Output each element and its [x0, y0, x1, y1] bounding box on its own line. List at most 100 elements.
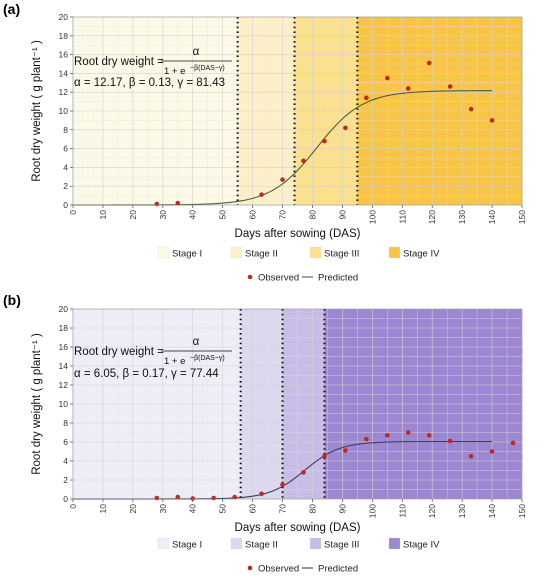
stage-legend: Stage I Stage II Stage III Stage IV [157, 537, 440, 551]
y-tick-label: 6 [63, 144, 68, 154]
grid [72, 16, 523, 206]
panel-label: (a) [3, 1, 20, 17]
observed-point [280, 177, 285, 182]
x-tick-label: 100 [367, 504, 377, 518]
panel-label: (b) [3, 292, 21, 308]
observed-point [447, 438, 453, 444]
y-tick-label: 18 [59, 323, 69, 333]
y-tick-label: 16 [59, 50, 69, 60]
legend-stage-swatch [309, 537, 322, 550]
observed-point [447, 84, 453, 89]
observed-point [343, 448, 348, 453]
y-tick-label: 2 [63, 181, 68, 191]
x-tick-label: 40 [188, 504, 198, 514]
equation: Root dry weight = α 1 + e −β(DAS−γ) [74, 46, 232, 77]
observed-point [343, 125, 348, 131]
x-tick-label: 140 [487, 210, 497, 224]
observed-point [280, 482, 285, 488]
x-tick-label: 130 [457, 504, 467, 518]
x-tick-label: 120 [427, 504, 437, 518]
panel-b: (b) 0 2 4 6 8 10 12 14 16 18 20 0 10 20 30 40 50 60 70 80 90 1… [3, 292, 527, 575]
observed-point [468, 106, 474, 112]
y-tick-label: 18 [59, 31, 69, 41]
y-tick-label: 20 [59, 12, 69, 22]
model-parameters: α = 6.05, β = 0.17, γ = 77.44 [74, 368, 219, 380]
x-tick-label: 80 [307, 504, 317, 514]
x-tick-label: 60 [248, 210, 258, 220]
x-tick-label: 130 [457, 210, 467, 224]
model-parameters: α = 12.17, β = 0.13, γ = 81.43 [74, 77, 225, 89]
observed-point [232, 494, 237, 500]
observed-point [385, 75, 390, 81]
observed-point [322, 138, 327, 144]
y-tick-label: 12 [59, 380, 69, 390]
observed-point [510, 440, 516, 446]
legend-stage-label: Stage III [324, 540, 359, 551]
x-tick-label: 30 [158, 210, 168, 220]
observed-point [426, 60, 432, 66]
legend-stage-label: Stage I [172, 540, 202, 551]
observed-point [211, 495, 216, 501]
observed-point [259, 491, 264, 497]
observed-point [489, 118, 495, 123]
equation-lhs: Root dry weight = [74, 56, 164, 68]
y-tick-label: 14 [59, 68, 69, 78]
legend-observed-label: Observed [258, 273, 299, 284]
legend-predicted-label: Predicted [318, 564, 358, 575]
x-tick-label: 60 [248, 504, 258, 514]
legend-observed-label: Observed [258, 564, 299, 575]
x-tick-label: 140 [487, 504, 497, 518]
y-tick-label: 20 [59, 304, 69, 314]
observed-point [259, 192, 264, 197]
equation-lhs: Root dry weight = [74, 346, 164, 358]
y-tick-label: 0 [63, 494, 68, 504]
legend-predicted-label: Predicted [318, 273, 358, 284]
x-tick-label: 30 [158, 504, 168, 514]
equation-exponent: −β(DAS−γ) [190, 355, 225, 362]
legend-stage-swatch [157, 537, 170, 550]
equation-exponent: −β(DAS−γ) [190, 65, 225, 72]
observed-point [154, 495, 160, 501]
x-tick-label: 10 [98, 504, 108, 514]
x-tick-label: 110 [397, 210, 407, 224]
legend-stage-swatch [230, 537, 243, 550]
stage-legend: Stage I Stage II Stage III Stage IV [157, 246, 440, 260]
x-tick-label: 110 [397, 504, 407, 518]
y-tick-label: 0 [63, 200, 68, 210]
plot-frame [72, 16, 523, 206]
legend-stage-label: Stage I [172, 249, 202, 260]
observed-points [154, 60, 495, 207]
observed-point [405, 86, 411, 91]
observed-point [468, 453, 474, 459]
legend-stage-swatch [157, 246, 170, 259]
x-tick-label: 80 [307, 210, 317, 220]
y-tick-label: 8 [63, 418, 68, 428]
legend-stage-swatch [388, 246, 401, 259]
x-tick-label: 0 [68, 504, 78, 509]
x-axis-title: Days after sowing (DAS) [235, 228, 361, 240]
equation: Root dry weight = α 1 + e −β(DAS−γ) [74, 336, 232, 367]
observed-point [405, 430, 411, 435]
observed-point [154, 201, 160, 207]
legend-observed-marker [247, 565, 253, 571]
x-tick-label: 90 [337, 504, 347, 514]
equation-numerator: α [193, 46, 200, 58]
grid [72, 308, 523, 500]
x-tick-label: 0 [68, 210, 78, 215]
equation-denominator: 1 + e [164, 356, 185, 367]
y-tick-label: 2 [63, 475, 68, 485]
x-tick-label: 50 [218, 210, 228, 220]
equation-numerator: α [193, 336, 200, 348]
observed-point [301, 470, 306, 475]
x-axis-title: Days after sowing (DAS) [235, 522, 361, 534]
x-tick-label: 10 [98, 210, 108, 220]
observed-point [190, 496, 196, 501]
panel-a: (a) 0 2 4 6 8 10 12 14 16 18 20 0 10 20 30 40 50 60 70 80 90 1… [3, 1, 527, 284]
observed-point [426, 433, 432, 438]
y-axis-title: Root dry weight ( g plant⁻¹ ) [31, 333, 43, 475]
observed-point [489, 449, 495, 454]
y-tick-label: 10 [59, 399, 69, 409]
x-tick-label: 20 [128, 504, 138, 514]
